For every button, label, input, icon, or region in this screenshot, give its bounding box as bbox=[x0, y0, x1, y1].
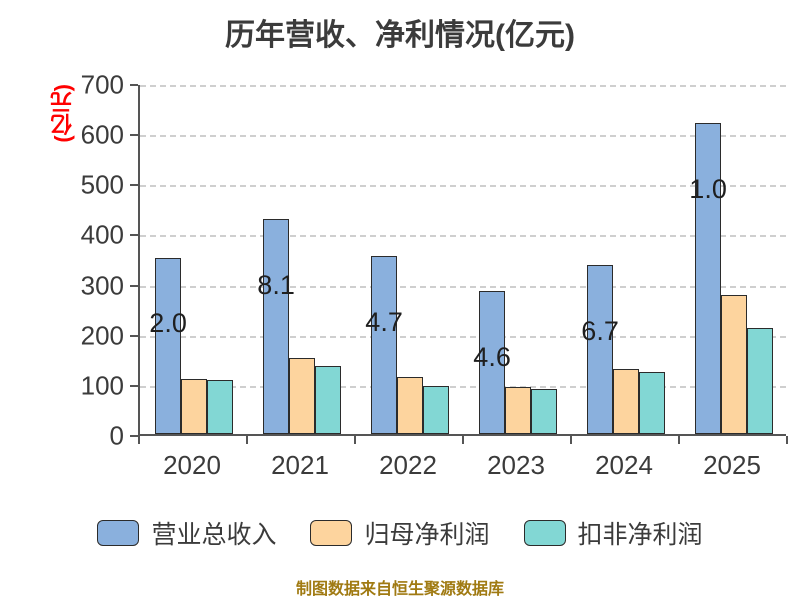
bar-2024-series1[interactable] bbox=[613, 368, 639, 434]
legend-item-series2[interactable]: 扣非净利润 bbox=[523, 515, 703, 551]
gridline bbox=[140, 285, 786, 288]
y-axis-tick-label: 700 bbox=[80, 69, 124, 100]
gridline bbox=[140, 385, 786, 388]
bar-value-label: 4.7 bbox=[365, 307, 403, 338]
bar-value-label: 6.7 bbox=[581, 316, 619, 347]
legend-label: 扣非净利润 bbox=[577, 521, 703, 549]
x-axis-tick-mark bbox=[678, 436, 680, 444]
x-axis-tick-label-2021: 2021 bbox=[271, 450, 329, 480]
plot-area: 2.0 8.1 4.7 4.6 6.7 1.0 bbox=[138, 85, 786, 436]
bar-value-label: 8.1 bbox=[257, 270, 295, 301]
legend-label: 归母净利润 bbox=[364, 521, 490, 549]
bar-value-label: 4.6 bbox=[473, 342, 511, 373]
bar-2021-series2[interactable] bbox=[314, 365, 341, 434]
x-axis-tick-label-2020: 2020 bbox=[163, 450, 221, 480]
bar-value-label: 1.0 bbox=[689, 173, 727, 204]
bar-2021-series1[interactable] bbox=[289, 357, 315, 434]
legend-swatch-icon bbox=[310, 520, 353, 546]
gridline bbox=[140, 185, 786, 188]
y-axis-tick-mark bbox=[130, 384, 138, 387]
x-axis-tick-mark bbox=[786, 436, 788, 444]
x-axis-tick-mark bbox=[462, 436, 464, 444]
chart-footnote: 制图数据来自恒生聚源数据库 bbox=[295, 581, 504, 598]
x-axis-tick-label-2023: 2023 bbox=[487, 450, 545, 480]
bar-2025-series1[interactable] bbox=[721, 294, 747, 434]
y-axis-tick-label: 600 bbox=[80, 119, 124, 150]
x-axis-tick-mark bbox=[570, 436, 572, 444]
y-axis-tick-label: 0 bbox=[109, 420, 124, 451]
x-axis-tick-label-2024: 2024 bbox=[595, 450, 653, 480]
x-axis-tick-label-2025: 2025 bbox=[703, 450, 761, 480]
bar-2020-series2[interactable] bbox=[206, 380, 233, 434]
x-axis-tick-label-2022: 2022 bbox=[379, 450, 437, 480]
bar-2021-series0[interactable] bbox=[263, 219, 290, 434]
bar-2023-series2[interactable] bbox=[530, 388, 557, 434]
bar-2025-series0[interactable] bbox=[695, 122, 722, 434]
y-axis-tick-label: 400 bbox=[80, 219, 124, 250]
bar-2023-series0[interactable] bbox=[479, 291, 506, 434]
gridline bbox=[140, 135, 786, 138]
x-axis-tick-mark bbox=[354, 436, 356, 444]
y-axis-tick-mark bbox=[130, 334, 138, 337]
x-axis: 2020 2021 2022 2023 2024 2025 bbox=[138, 436, 788, 484]
legend-item-series0[interactable]: 营业总收入 bbox=[97, 515, 276, 551]
chart-title: 历年营收、净利情况(亿元) bbox=[225, 19, 575, 52]
y-axis-tick-label: 500 bbox=[80, 169, 124, 200]
y-axis-tick-mark bbox=[130, 234, 138, 237]
legend-item-series1[interactable]: 归母净利润 bbox=[310, 515, 490, 551]
legend-label: 营业总收入 bbox=[151, 521, 277, 549]
y-axis-tick-label: 200 bbox=[80, 320, 124, 351]
bar-2022-series0[interactable] bbox=[371, 256, 398, 434]
bar-2024-series2[interactable] bbox=[638, 371, 665, 434]
x-axis-tick-mark bbox=[138, 436, 140, 444]
y-axis-tick-mark bbox=[130, 284, 138, 287]
bar-2020-series0[interactable] bbox=[155, 257, 182, 434]
bar-value-label: 2.0 bbox=[149, 308, 187, 339]
bar-2025-series2[interactable] bbox=[746, 328, 773, 434]
bar-2022-series2[interactable] bbox=[422, 385, 449, 434]
gridline bbox=[140, 235, 786, 238]
bar-2024-series0[interactable] bbox=[587, 265, 614, 434]
bar-2022-series1[interactable] bbox=[397, 377, 423, 434]
legend-swatch-icon bbox=[523, 520, 566, 546]
y-axis-tick-label: 100 bbox=[80, 370, 124, 401]
y-axis-tick-mark bbox=[130, 134, 138, 137]
bar-2020-series1[interactable] bbox=[181, 378, 207, 434]
legend-swatch-icon bbox=[97, 520, 140, 546]
bar-2023-series1[interactable] bbox=[505, 386, 531, 434]
x-axis-tick-mark bbox=[246, 436, 248, 444]
y-axis: 0 100 200 300 400 500 600 700 bbox=[0, 0, 138, 600]
y-axis-tick-mark bbox=[130, 435, 138, 437]
y-axis-tick-label: 300 bbox=[80, 270, 124, 301]
y-axis-tick-mark bbox=[130, 184, 138, 187]
gridline bbox=[140, 335, 786, 338]
chart-legend: 营业总收入 归母净利润 扣非净利润 bbox=[0, 515, 800, 551]
gridline bbox=[140, 85, 786, 87]
y-axis-tick-mark bbox=[130, 84, 138, 86]
